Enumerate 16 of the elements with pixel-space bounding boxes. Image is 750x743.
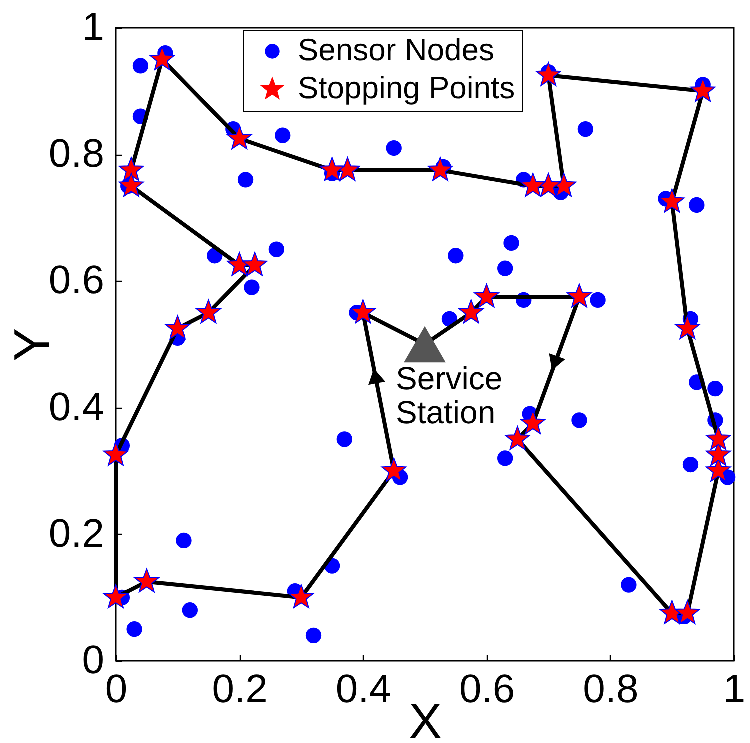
legend-label: Sensor Nodes — [298, 32, 494, 68]
y-tick-label: 0.4 — [48, 385, 104, 430]
x-axis-title: X — [408, 694, 442, 743]
legend-label: Stopping Points — [298, 70, 516, 106]
y-tick-label: 0.6 — [48, 258, 104, 303]
y-tick-label: 0.8 — [48, 132, 104, 176]
y-tick-label: 0.2 — [48, 512, 104, 556]
y-axis-title: Y — [4, 328, 60, 362]
x-tick-label: 1 — [723, 668, 746, 712]
y-tick-label: 0 — [82, 638, 104, 682]
x-tick-label: 0.4 — [336, 668, 392, 712]
annotation: Service Station — [396, 360, 503, 430]
x-tick-label: 0.6 — [459, 668, 516, 712]
x-tick-label: 0.8 — [583, 668, 639, 712]
y-tick-label: 1 — [82, 6, 104, 50]
x-tick-label: 0.2 — [212, 668, 268, 712]
